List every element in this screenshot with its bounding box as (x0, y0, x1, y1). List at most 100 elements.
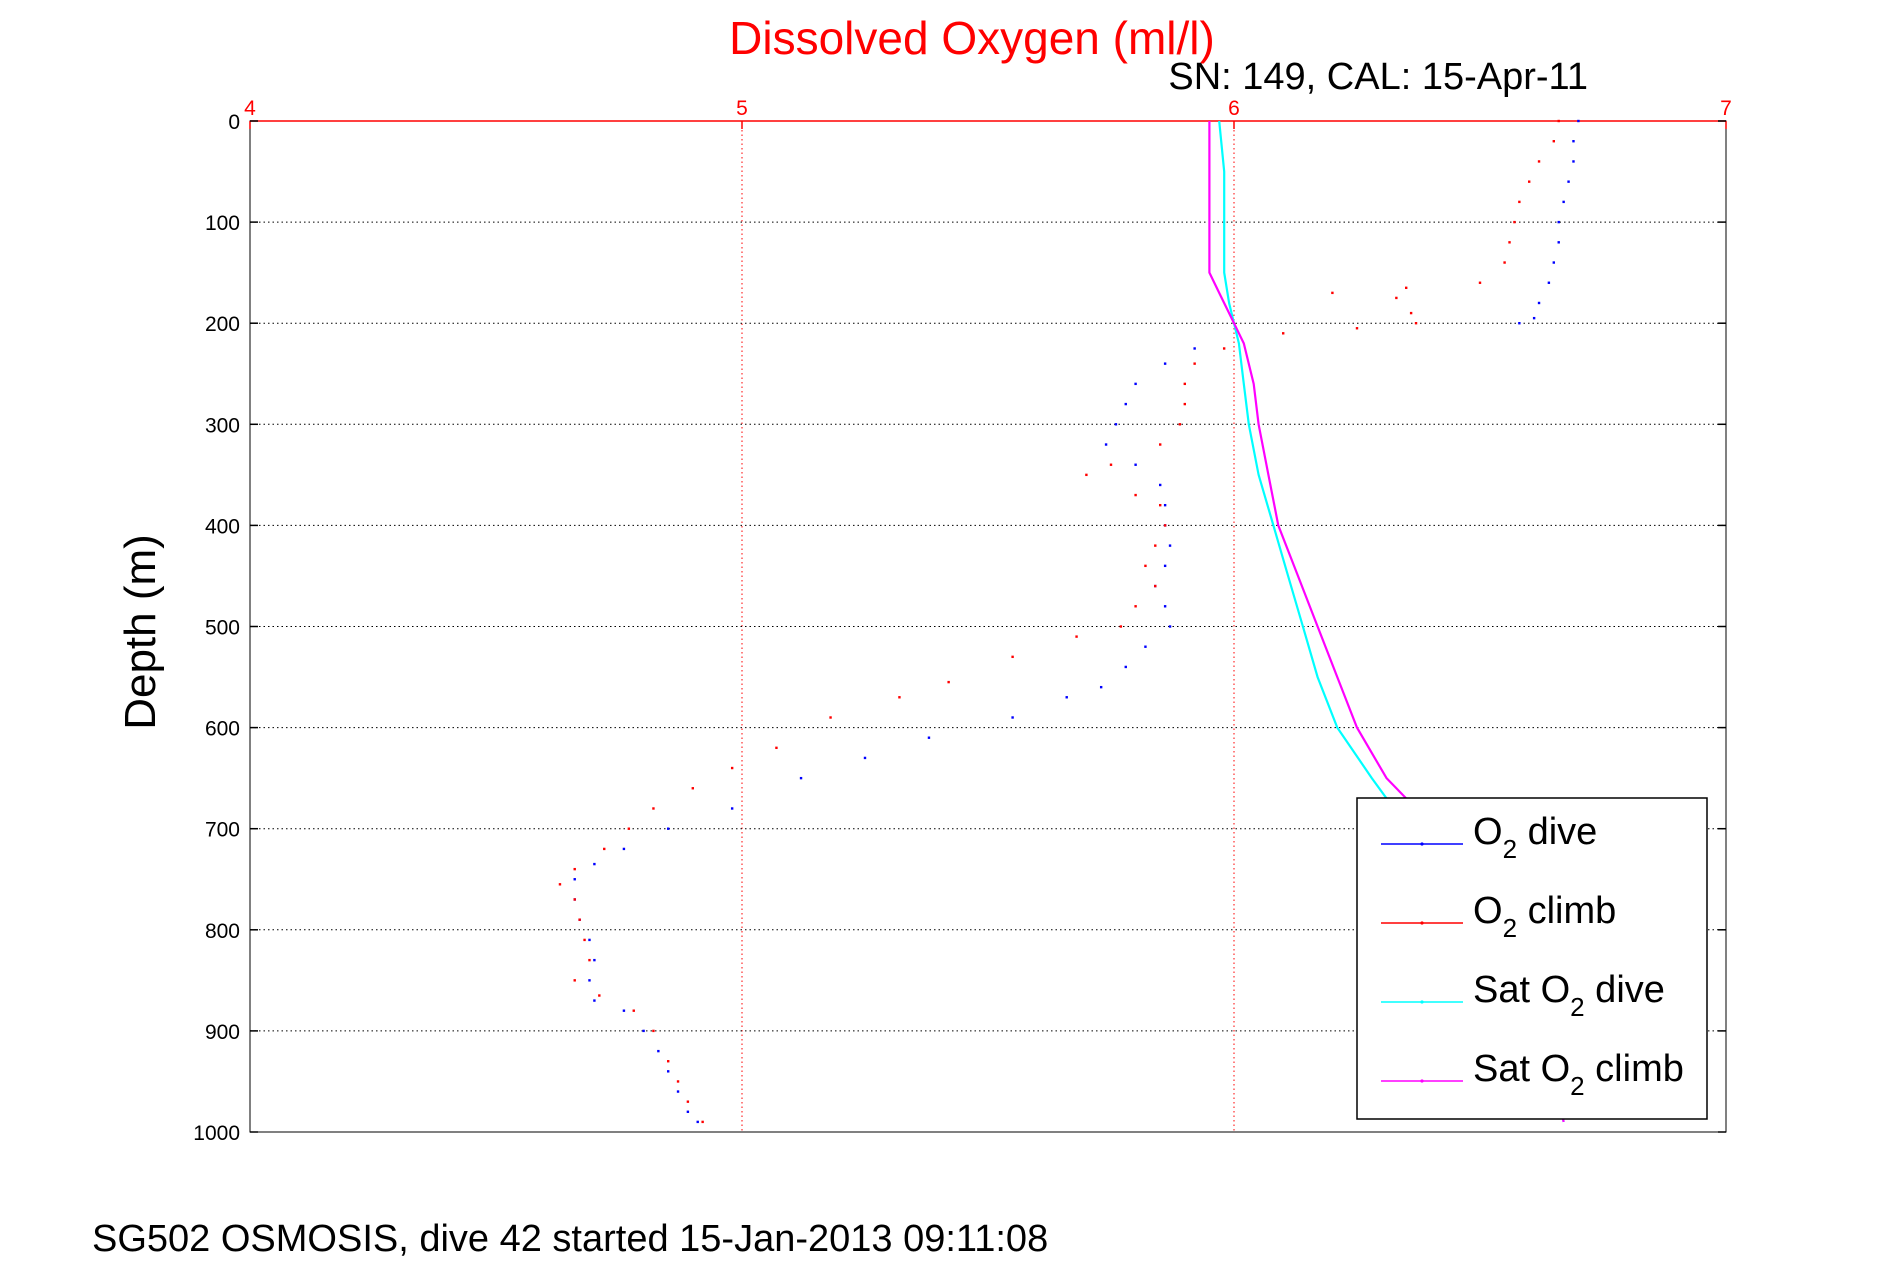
data-point (1168, 625, 1172, 628)
data-point (1134, 493, 1137, 497)
data-point (1557, 241, 1560, 244)
data-point (588, 938, 591, 942)
data-point (1557, 220, 1560, 224)
data-point (1144, 645, 1147, 648)
data-point (1282, 332, 1285, 335)
y-tick-label: 1000 (193, 1122, 240, 1145)
data-point (1134, 382, 1137, 386)
legend-label-main: Sat O (1473, 1048, 1570, 1090)
y-axis-label: Depth (m) (116, 534, 165, 730)
data-point (622, 847, 626, 851)
data-point (1572, 140, 1575, 143)
legend-marker (1420, 1000, 1424, 1004)
chart-subtitle: SN: 149, CAL: 15-Apr-11 (1168, 56, 1588, 98)
data-point (1124, 665, 1127, 669)
data-point (1547, 281, 1551, 284)
data-point (1159, 483, 1162, 487)
legend-label-main: O (1473, 811, 1503, 853)
data-point (1567, 180, 1570, 183)
data-point (1119, 625, 1123, 628)
data-point (1405, 286, 1408, 290)
data-point (652, 1029, 655, 1033)
legend-entry: O2 dive (1381, 811, 1597, 864)
data-point (1178, 423, 1182, 426)
data-point (1537, 301, 1541, 305)
x-axis-ticks: 4 5 6 7 (244, 97, 1732, 129)
data-point (1163, 503, 1167, 507)
data-point (1075, 635, 1078, 638)
data-point (1532, 316, 1536, 320)
legend-marker (1420, 1079, 1424, 1083)
data-point (1537, 160, 1541, 163)
legend-label-subscript: 2 (1503, 913, 1517, 943)
data-point (1134, 605, 1137, 608)
data-point (622, 1009, 626, 1012)
data-point (1154, 544, 1157, 547)
data-point (1518, 200, 1521, 204)
data-point (593, 958, 596, 962)
y-tick-label: 200 (205, 313, 240, 336)
legend-label-rest: dive (1517, 811, 1597, 853)
data-point (1478, 281, 1482, 284)
y-tick-label: 300 (205, 414, 240, 437)
x-tick-label: 4 (244, 97, 256, 120)
data-point (1222, 347, 1226, 350)
legend-label-subscript: 2 (1570, 1071, 1584, 1101)
y-axis-ticks: 0 100 200 300 400 500 600 700 800 900 1000 (193, 111, 1726, 1145)
data-point (1572, 160, 1575, 163)
legend-marker (1420, 921, 1424, 925)
data-point (1099, 685, 1103, 689)
y-tick-label: 100 (205, 212, 240, 235)
data-point (1577, 119, 1580, 123)
data-point (686, 1100, 690, 1103)
data-point (1562, 200, 1565, 204)
data-point (1557, 119, 1560, 123)
data-point (775, 746, 778, 750)
data-point (676, 1090, 680, 1093)
data-point (1104, 443, 1108, 446)
data-point (593, 862, 596, 866)
data-point (573, 898, 576, 901)
data-point (1409, 311, 1413, 315)
data-point (1163, 362, 1167, 365)
legend-label-main: O (1473, 890, 1503, 932)
data-point (686, 1110, 690, 1113)
legend-label-main: Sat O (1473, 969, 1570, 1011)
data-point (730, 766, 734, 770)
series-o2-climb (558, 119, 1560, 1124)
legend-entry: Sat O2 dive (1381, 969, 1665, 1022)
data-point (1395, 296, 1398, 300)
series-o2-dive (573, 119, 1580, 1124)
legend-label-rest: dive (1585, 969, 1665, 1011)
legend-marker (1420, 842, 1424, 846)
data-point (730, 807, 734, 810)
data-point (1508, 241, 1511, 244)
data-point (588, 979, 591, 982)
data-point (1011, 655, 1014, 659)
data-point (593, 999, 596, 1002)
data-point (1144, 564, 1147, 568)
data-point (1159, 443, 1162, 446)
data-point (1355, 327, 1359, 330)
data-point (1114, 423, 1118, 426)
data-point (667, 1070, 670, 1073)
data-point (947, 680, 950, 684)
data-point (898, 696, 901, 699)
data-point (632, 1009, 635, 1012)
data-point (1193, 362, 1196, 365)
legend-label: Sat O2 climb (1473, 1048, 1684, 1101)
data-point (691, 787, 694, 790)
data-point (588, 958, 591, 962)
data-point (1528, 180, 1531, 183)
data-point (657, 1049, 660, 1053)
data-point (642, 1029, 645, 1033)
legend-label-rest: climb (1585, 1048, 1684, 1090)
data-point (676, 1080, 680, 1083)
data-point (1154, 584, 1157, 588)
legend-box (1356, 797, 1708, 1120)
data-point (1134, 463, 1137, 466)
data-point (701, 1120, 704, 1124)
data-point (1163, 524, 1167, 527)
